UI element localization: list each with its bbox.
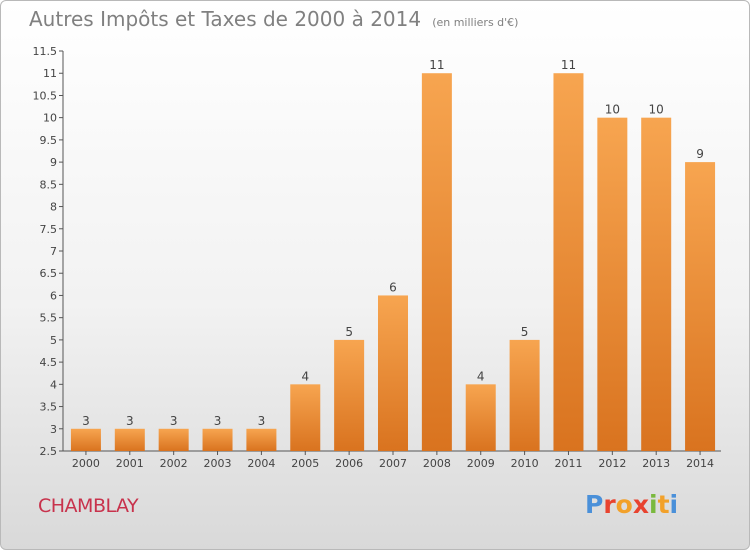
bar	[290, 384, 321, 451]
chart-subtitle: (en milliers d'€)	[432, 16, 519, 29]
y-tick-label: 10	[43, 112, 57, 125]
bar-value-label: 3	[82, 414, 90, 428]
y-tick-label: 8.5	[40, 178, 58, 191]
bar	[421, 73, 452, 451]
y-tick-label: 3.5	[40, 401, 58, 414]
x-tick-label: 2001	[116, 457, 144, 470]
y-tick-label: 4	[50, 378, 57, 391]
bar-value-label: 9	[696, 147, 704, 161]
bar-value-label: 6	[389, 280, 397, 294]
x-tick-label: 2003	[204, 457, 232, 470]
bar	[641, 117, 672, 452]
y-tick-label: 6.5	[40, 267, 58, 280]
bar-value-label: 10	[649, 103, 664, 117]
bar-value-label: 3	[126, 414, 134, 428]
proxiti-logo[interactable]: Proxiti	[585, 490, 678, 519]
y-tick-label: 7.5	[40, 223, 58, 236]
bar-value-label: 4	[301, 369, 309, 383]
y-tick-label: 4.5	[40, 356, 58, 369]
chart-title: Autres Impôts et Taxes de 2000 à 2014	[29, 7, 422, 31]
bar	[202, 428, 233, 451]
y-tick-label: 5.5	[40, 312, 58, 325]
bar	[597, 117, 628, 452]
y-tick-label: 10.5	[33, 89, 58, 102]
logo-letter: o	[615, 490, 633, 519]
bar	[685, 162, 716, 451]
y-tick-label: 6	[50, 289, 57, 302]
bar	[334, 339, 365, 451]
bar-value-label: 4	[477, 369, 485, 383]
logo-letter: i	[669, 490, 679, 519]
x-tick-label: 2008	[423, 457, 451, 470]
x-tick-label: 2004	[247, 457, 275, 470]
y-tick-label: 9.5	[40, 134, 58, 147]
logo-letter: t	[657, 490, 670, 519]
x-tick-label: 2007	[379, 457, 407, 470]
x-tick-label: 2011	[554, 457, 582, 470]
logo-letter: r	[603, 490, 616, 519]
y-tick-label: 3	[50, 423, 57, 436]
bar	[509, 339, 540, 451]
chart-header: Autres Impôts et Taxes de 2000 à 2014 (e…	[29, 7, 518, 31]
bar	[158, 428, 189, 451]
x-tick-label: 2012	[598, 457, 626, 470]
y-tick-label: 5	[50, 334, 57, 347]
bar-value-label: 5	[521, 325, 529, 339]
bar	[465, 384, 496, 451]
bar-value-label: 3	[170, 414, 178, 428]
x-tick-label: 2014	[686, 457, 714, 470]
bar-value-label: 3	[214, 414, 222, 428]
bar	[553, 73, 584, 451]
bar	[114, 428, 145, 451]
x-tick-label: 2000	[72, 457, 100, 470]
bar-value-label: 10	[605, 103, 620, 117]
x-tick-label: 2009	[467, 457, 495, 470]
x-tick-label: 2010	[511, 457, 539, 470]
logo-letter: i	[649, 490, 658, 519]
bar-value-label: 5	[345, 325, 353, 339]
x-tick-label: 2005	[291, 457, 319, 470]
bar-value-label: 11	[429, 58, 444, 72]
x-tick-label: 2013	[642, 457, 670, 470]
y-tick-label: 11	[43, 67, 57, 80]
y-tick-label: 11.5	[33, 45, 58, 58]
bar	[378, 295, 408, 451]
y-tick-label: 7	[50, 245, 57, 258]
commune-name: CHAMBLAY	[38, 495, 139, 517]
bar	[246, 428, 277, 451]
x-tick-label: 2002	[160, 457, 188, 470]
x-tick-label: 2006	[335, 457, 363, 470]
logo-letter: P	[585, 490, 604, 519]
bar-value-label: 11	[561, 58, 576, 72]
bar-value-label: 3	[258, 414, 266, 428]
y-tick-label: 9	[50, 156, 57, 169]
y-tick-label: 2.5	[40, 445, 58, 458]
y-tick-label: 8	[50, 201, 57, 214]
bar	[70, 428, 101, 451]
logo-letter: x	[632, 490, 649, 519]
